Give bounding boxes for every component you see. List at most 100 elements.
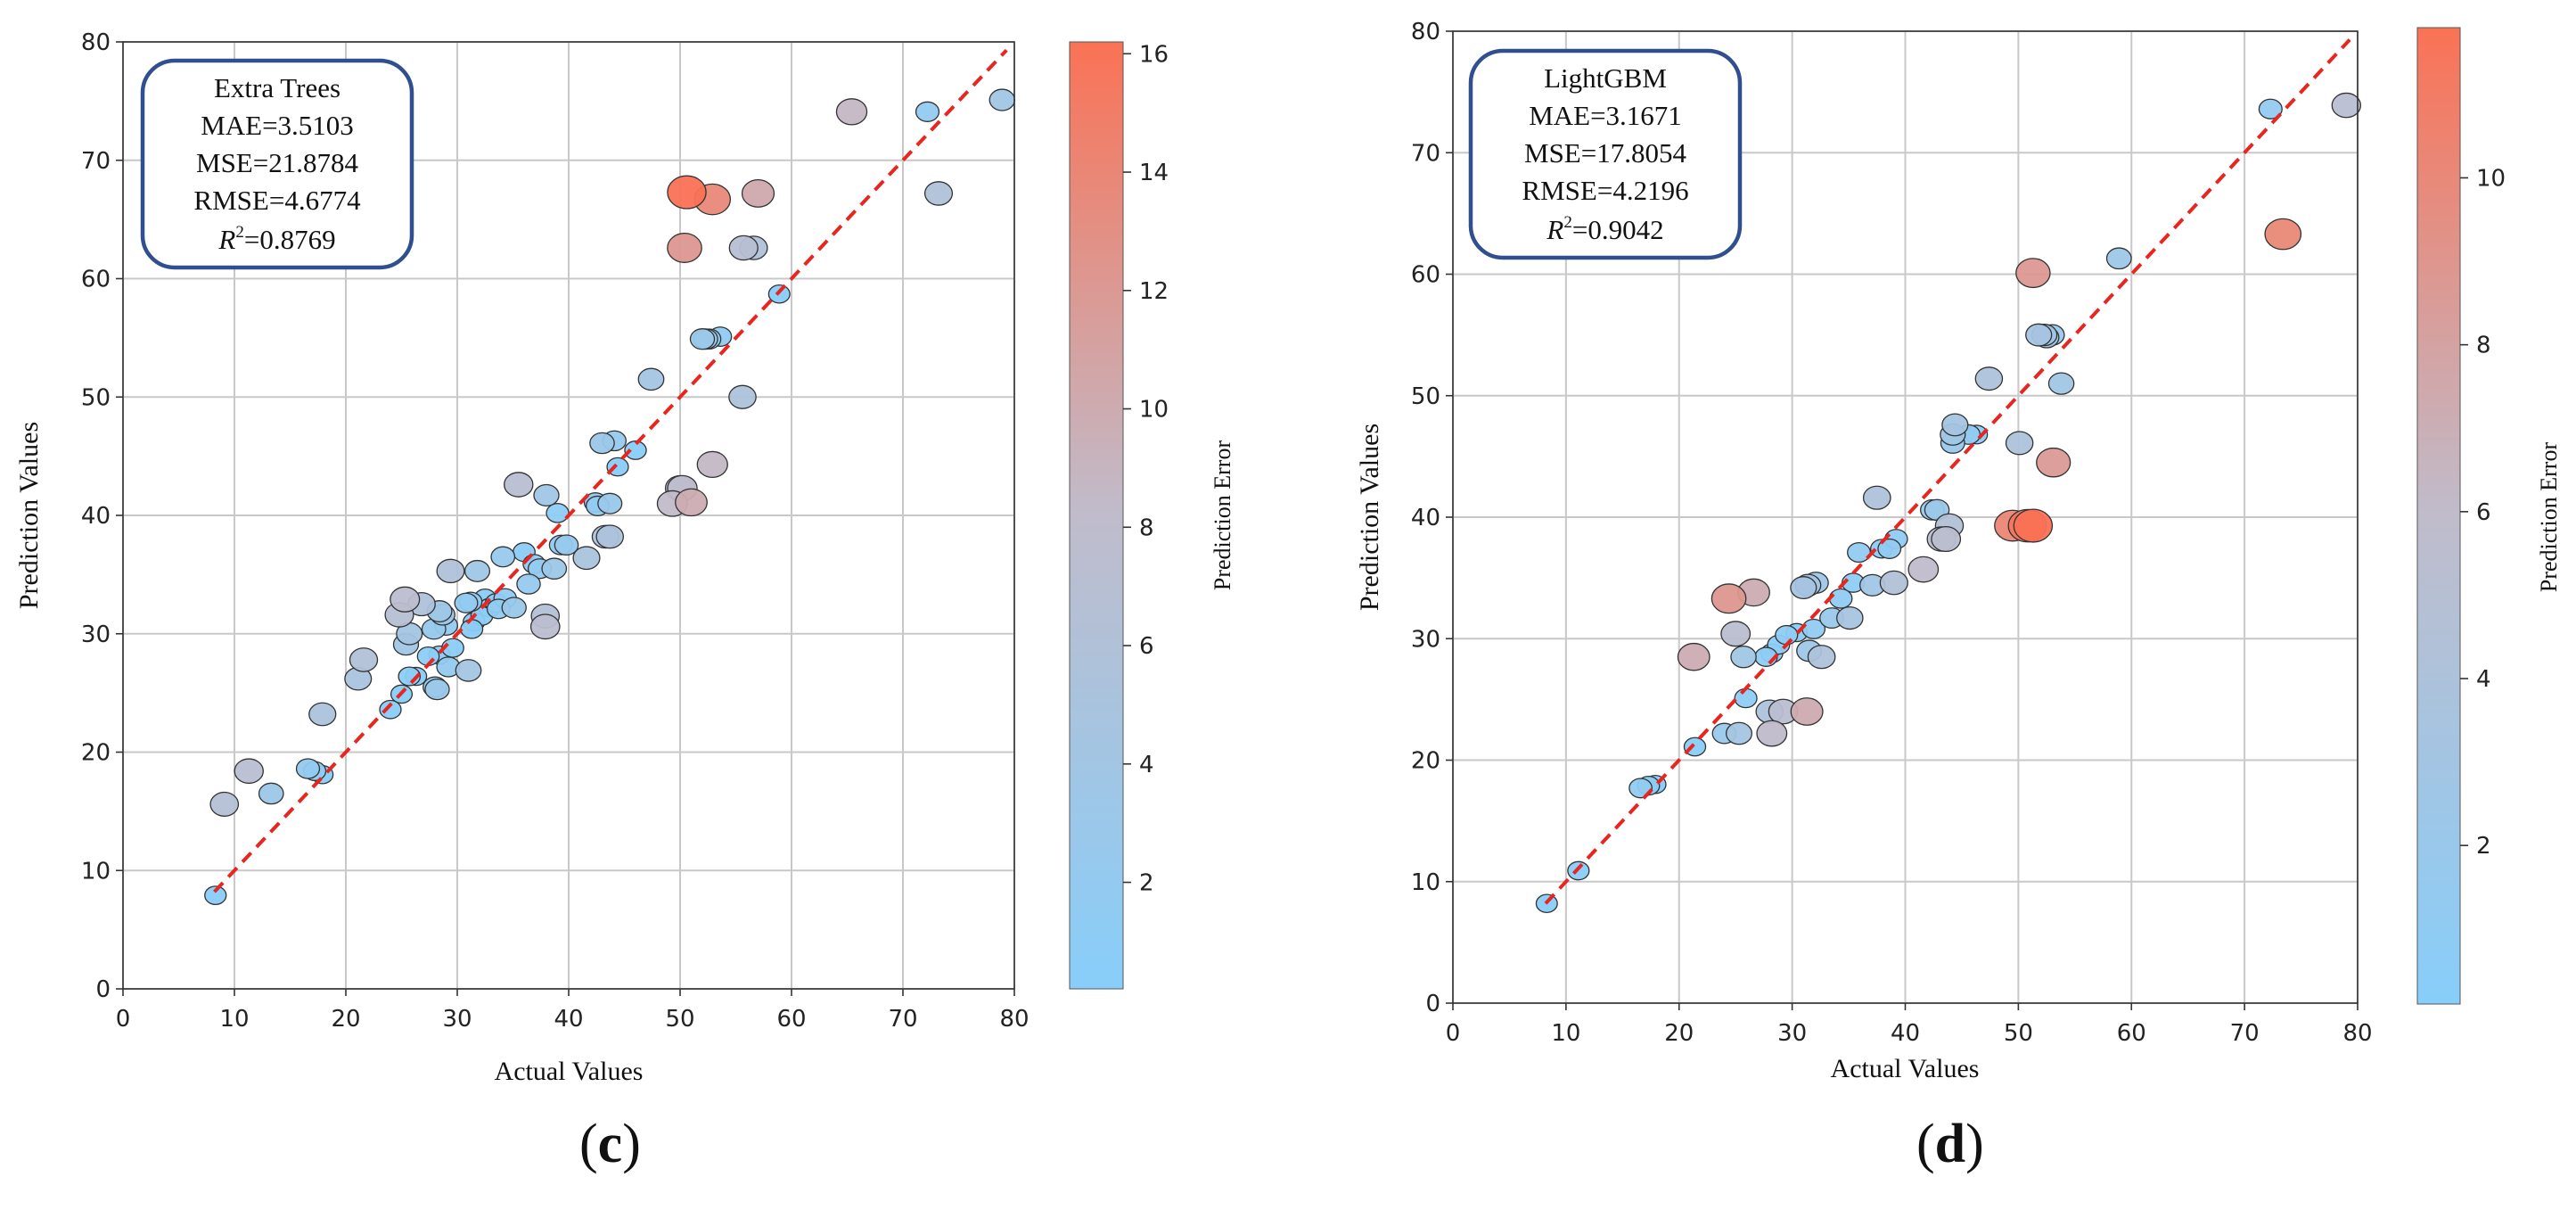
scatter-point (1720, 621, 1752, 647)
scatter-point (504, 472, 534, 498)
y-tick-label: 30 (81, 621, 111, 648)
scatter-point (923, 181, 954, 206)
scatter-point (1907, 556, 1940, 583)
x-tick-label: 60 (2117, 1020, 2146, 1047)
scatter-point (637, 367, 665, 391)
scatter-point (424, 678, 450, 701)
colorbar-tick-label: 10 (2476, 165, 2506, 192)
scatter-point (2264, 218, 2302, 251)
scatter-point (2105, 247, 2132, 270)
colorbar-tick-label: 6 (2476, 499, 2491, 526)
scatter-point (516, 573, 541, 595)
x-tick-label: 0 (1446, 1020, 1461, 1047)
y-tick-label: 40 (81, 503, 111, 530)
scatter-point (915, 101, 940, 122)
colorbar-gradient (1069, 41, 1124, 990)
scatter-point (2331, 92, 2361, 119)
scatter-point (1790, 697, 1824, 726)
x-axis-label: Actual Values (495, 1057, 644, 1086)
scatter-point (1677, 642, 1710, 671)
model-name: Extra Trees (214, 72, 340, 103)
scatter-point (675, 488, 708, 517)
x-tick-label: 50 (2004, 1020, 2033, 1047)
scatter-point (572, 546, 601, 571)
scatter-point (2258, 98, 2283, 119)
y-tick-label: 0 (95, 976, 111, 1003)
colorbar-tick-label: 14 (1139, 160, 1169, 186)
colorbar-tick-label: 12 (1139, 278, 1169, 305)
scatter-point (741, 178, 775, 208)
r2-value: R2=0.9042 (1546, 213, 1663, 245)
scatter-point (667, 175, 707, 210)
scatter-point (490, 546, 516, 568)
scatter-point (989, 88, 1015, 111)
scatter-point (455, 659, 482, 682)
scatter-point (308, 702, 337, 727)
colorbar-tick-label: 10 (1139, 397, 1169, 424)
scatter-point (1775, 624, 1799, 646)
y-tick-label: 80 (81, 29, 111, 56)
metrics-box: LightGBM MAE=3.1671 MSE=17.8054 RMSE=4.2… (1468, 48, 1743, 260)
colorbar-tick-label: 4 (2476, 666, 2491, 693)
scatter-point (1730, 646, 1757, 669)
scatter-point (234, 758, 264, 785)
scatter-point (1847, 541, 1871, 564)
scatter-point (589, 432, 615, 455)
scatter-point (2015, 258, 2051, 289)
scatter-point (1710, 583, 1747, 614)
scatter-point (1879, 570, 1908, 596)
scatter-point (501, 597, 527, 619)
mse-value: MSE=21.8784 (196, 147, 358, 178)
y-tick-label: 70 (81, 148, 111, 175)
panel-tag-c: (c) (579, 1114, 641, 1174)
colorbar-label: Prediction Error (2536, 442, 2562, 593)
colorbar-tick-label: 6 (1139, 633, 1154, 660)
scatter-point (349, 647, 379, 672)
x-axis-label: Actual Values (1831, 1054, 1980, 1083)
x-tick-label: 30 (442, 1006, 472, 1033)
x-tick-label: 40 (1891, 1020, 1920, 1047)
scatter-point (554, 534, 579, 556)
scatter-point (1828, 588, 1853, 609)
scatter-point (258, 782, 284, 805)
scatter-point (1836, 605, 1864, 630)
scatter-point (390, 586, 421, 613)
y-axis-label: Prediction Values (1355, 424, 1384, 611)
y-tick-label: 50 (81, 384, 111, 411)
scatter-point (1807, 645, 1836, 670)
scatter-point (454, 592, 479, 613)
y-axis-label: Prediction Values (14, 422, 44, 609)
r2-value: R2=0.8769 (217, 223, 335, 255)
x-tick-label: 20 (331, 1006, 360, 1033)
scatter-point (204, 885, 227, 906)
colorbar: 2 4 6 8 10 12 14 16 Prediction Error (1069, 41, 1235, 990)
scatter-point (460, 619, 484, 639)
x-tick-label: 30 (1777, 1020, 1807, 1047)
x-tick-label: 20 (1664, 1020, 1694, 1047)
scatter-point (1974, 366, 2004, 391)
scatter-point (2025, 323, 2053, 347)
scatter-point (2013, 508, 2054, 543)
x-tick-label: 60 (776, 1006, 806, 1033)
colorbar-gradient (2416, 27, 2461, 1005)
y-tick-label: 60 (81, 267, 111, 293)
x-tick-label: 80 (999, 1006, 1029, 1033)
y-tick-label: 40 (1411, 505, 1440, 531)
scatter-point (464, 559, 491, 582)
scatter-point (1862, 485, 1891, 510)
colorbar-tick-label: 2 (2476, 833, 2491, 860)
scatter-point (546, 503, 570, 523)
y-tick-label: 50 (1411, 383, 1440, 410)
y-tick-label: 0 (1425, 991, 1440, 1017)
scatter-point (209, 791, 240, 817)
scatter-point (2047, 372, 2075, 395)
y-tick-label: 10 (1411, 869, 1440, 896)
scatter-point (728, 235, 759, 261)
scatter-point (2005, 431, 2034, 456)
y-tick-label: 60 (1411, 262, 1440, 289)
scatter-point (597, 492, 623, 514)
fit-line (213, 48, 1008, 893)
x-tick-label: 70 (2230, 1020, 2260, 1047)
colorbar-tick-label: 8 (2476, 333, 2491, 359)
